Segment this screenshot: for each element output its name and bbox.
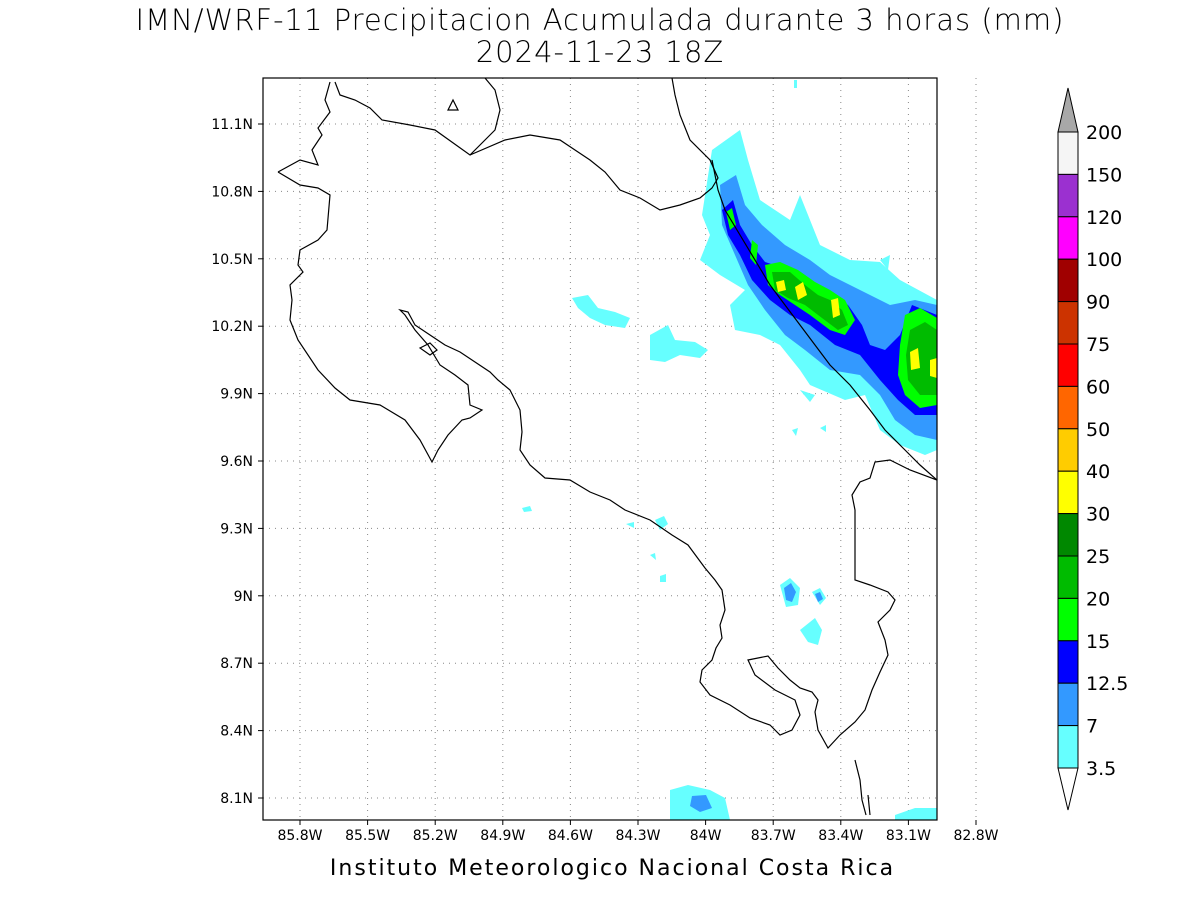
colorbar-label: 7 xyxy=(1086,716,1098,738)
lat-tick-label: 9N xyxy=(234,589,253,605)
lon-tick-label: 82.8W xyxy=(953,828,998,844)
precip-region-bottom-right-patch xyxy=(895,808,937,820)
southern-coast xyxy=(854,759,871,816)
lon-tick-label: 84.9W xyxy=(480,828,525,844)
lat-tick-label: 9.3N xyxy=(220,521,253,537)
caribbean-coastline xyxy=(711,159,937,481)
latitude-labels: 11.1N 10.8N 10.5N 10.2N 9.9N 9.6N 9.3N 9N 8.7N 8.… xyxy=(211,117,263,807)
lon-tick-label: 85.5W xyxy=(345,828,390,844)
colorbar-swatch xyxy=(1057,216,1079,260)
northern-border xyxy=(469,78,719,211)
colorbar-label: 120 xyxy=(1086,207,1122,229)
precip-region-caribbean-midgreen xyxy=(772,272,937,395)
colorbar-over-arrow xyxy=(1057,87,1079,133)
colorbar-label: 50 xyxy=(1086,419,1110,441)
colorbar-label: 40 xyxy=(1086,461,1110,483)
lat-tick-label: 10.5N xyxy=(211,252,253,268)
colorbar-swatch xyxy=(1057,343,1079,387)
colorbar-swatch xyxy=(1057,301,1079,345)
lat-tick-label: 10.2N xyxy=(211,319,253,335)
map-grid xyxy=(263,78,977,820)
colorbar: 200 150 120 100 90 75 60 50 40 30 25 20 15 12.5 7 3.5 xyxy=(1057,87,1128,811)
precip-region-south-cell-3 xyxy=(800,618,822,645)
precipitation-fields xyxy=(522,80,937,820)
colorbar-under-arrow xyxy=(1057,767,1079,811)
colorbar-swatch xyxy=(1057,470,1079,515)
colorbar-label: 75 xyxy=(1086,334,1110,356)
colorbar-label: 30 xyxy=(1086,504,1110,526)
colorbar-swatch xyxy=(1057,258,1079,303)
lat-tick-label: 10.8N xyxy=(211,184,253,200)
colorbar-swatch xyxy=(1057,513,1079,557)
lon-tick-label: 83.4W xyxy=(818,828,863,844)
colorbar-swatch xyxy=(1057,385,1079,430)
colorbar-swatch xyxy=(1057,640,1079,684)
lake-island xyxy=(447,98,459,111)
lon-tick-label: 84.3W xyxy=(615,828,660,844)
colorbar-swatch xyxy=(1057,131,1079,175)
lat-tick-label: 8.7N xyxy=(220,656,253,672)
lat-tick-label: 9.6N xyxy=(220,454,253,470)
map-subtitle-date: 2024-11-23 18Z xyxy=(475,35,725,69)
precip-region-south-cell-2-core xyxy=(815,592,823,602)
lat-tick-label: 9.9N xyxy=(220,387,253,403)
colorbar-label: 12.5 xyxy=(1086,673,1128,695)
gulf-island xyxy=(418,342,438,356)
colorbar-swatch xyxy=(1057,682,1079,727)
precip-region-south-cell-1-core xyxy=(784,583,796,602)
lon-tick-label: 85.8W xyxy=(277,828,322,844)
lon-tick-label: 85.2W xyxy=(413,828,458,844)
colorbar-label: 60 xyxy=(1086,376,1110,398)
colorbar-swatch xyxy=(1057,597,1079,642)
precip-region-central-patch xyxy=(650,325,708,362)
colorbar-label: 100 xyxy=(1086,249,1122,271)
map-footer-credit: Instituto Meteorologico Nacional Costa R… xyxy=(329,856,896,881)
northern-coast xyxy=(334,78,501,156)
map-frame xyxy=(262,77,938,821)
precip-region-bottom-patch-core xyxy=(690,795,712,812)
colorbar-swatch xyxy=(1057,725,1079,769)
colorbar-label: 90 xyxy=(1086,292,1110,314)
lat-tick-label: 8.4N xyxy=(220,724,253,740)
colorbar-swatch xyxy=(1057,173,1079,218)
lat-tick-label: 8.1N xyxy=(220,791,253,807)
coastlines-borders xyxy=(277,78,937,816)
colorbar-label: 25 xyxy=(1086,546,1110,568)
map-title: IMN/WRF-11 Precipitacion Acumulada duran… xyxy=(135,3,1065,37)
lon-tick-label: 84.6W xyxy=(548,828,593,844)
lat-tick-label: 11.1N xyxy=(211,117,253,133)
colorbar-label: 200 xyxy=(1086,122,1122,144)
colorbar-swatch xyxy=(1057,428,1079,472)
colorbar-label: 3.5 xyxy=(1086,758,1116,780)
colorbar-label: 150 xyxy=(1086,164,1122,186)
pacific-coastline xyxy=(277,81,937,750)
longitude-labels: 85.8W 85.5W 85.2W 84.9W 84.6W 84.3W 84W 83.7W 83… xyxy=(277,820,999,844)
lon-tick-label: 83.7W xyxy=(751,828,796,844)
precip-region-central-west-patch xyxy=(572,295,630,328)
lon-tick-label: 84W xyxy=(690,828,722,844)
lon-tick-label: 83.1W xyxy=(886,828,931,844)
colorbar-swatch xyxy=(1057,555,1079,599)
colorbar-label: 20 xyxy=(1086,588,1110,610)
colorbar-label: 15 xyxy=(1086,631,1110,653)
